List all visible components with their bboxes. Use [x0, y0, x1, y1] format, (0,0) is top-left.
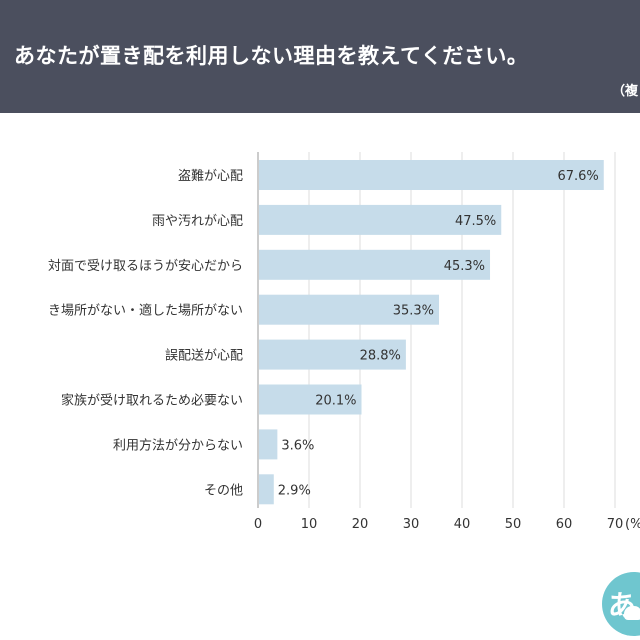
bar — [259, 294, 440, 325]
bar — [259, 249, 491, 280]
bar-value-label: 3.6% — [281, 438, 314, 453]
x-tick-label: 10 — [301, 517, 318, 532]
category-label: その他 — [204, 483, 243, 498]
bar — [259, 339, 406, 370]
bar-value-label: 35.3% — [393, 304, 434, 319]
category-label: 家族が受け取れるため必要ない — [61, 393, 243, 409]
bar-value-label: 67.6% — [557, 169, 598, 184]
category-label: 盗難が心配 — [178, 168, 243, 184]
category-label: 雨や汚れが心配 — [152, 214, 243, 229]
bar — [259, 429, 278, 460]
bar-value-label: 2.9% — [278, 483, 311, 498]
bar-value-label: 45.3% — [444, 259, 485, 274]
logo-mascot-icon: あ — [602, 572, 640, 636]
bar-value-label: 47.5% — [455, 214, 496, 229]
bar-value-label: 20.1% — [315, 394, 356, 409]
x-tick-label: 0 — [254, 517, 262, 532]
x-tick-label: 70 — [607, 517, 624, 532]
header-note: （複 — [612, 84, 639, 99]
bar — [259, 204, 502, 235]
x-tick-label: 60 — [556, 517, 573, 532]
x-unit-label: (% — [625, 517, 640, 532]
category-label: き場所がない・適した場所がない — [48, 303, 243, 319]
category-label: 誤配送が心配 — [165, 348, 243, 364]
bar-value-label: 28.8% — [360, 349, 401, 364]
bar — [259, 160, 604, 190]
page-title: あなたが置き配を利用しない理由を教えてください。 — [14, 44, 529, 68]
category-label: 利用方法が分からない — [113, 437, 243, 453]
x-tick-label: 30 — [403, 517, 420, 532]
category-label: 対面で受け取るほうが安心だから — [48, 259, 243, 274]
x-tick-label: 50 — [505, 517, 522, 532]
x-tick-label: 20 — [352, 517, 369, 532]
x-tick-label: 40 — [454, 517, 471, 532]
header-banner: あなたが置き配を利用しない理由を教えてください。 （複 — [0, 0, 640, 113]
bar — [259, 384, 362, 415]
logo-hand-shape — [624, 606, 640, 620]
bar — [259, 474, 274, 505]
